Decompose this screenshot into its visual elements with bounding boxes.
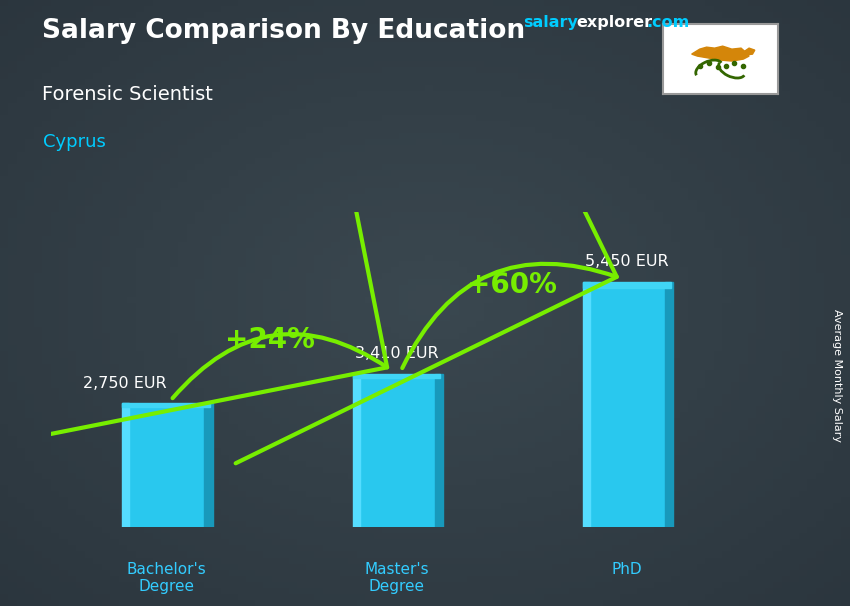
Text: salary: salary bbox=[523, 15, 578, 30]
Text: 3,410 EUR: 3,410 EUR bbox=[354, 346, 439, 361]
Text: +24%: +24% bbox=[225, 327, 314, 355]
Polygon shape bbox=[692, 46, 749, 61]
Bar bbox=[353, 374, 360, 527]
Text: Master's
Degree: Master's Degree bbox=[364, 562, 428, 594]
Text: Bachelor's
Degree: Bachelor's Degree bbox=[127, 562, 206, 594]
Bar bbox=[665, 282, 673, 527]
FancyArrowPatch shape bbox=[235, 0, 617, 463]
Text: +60%: +60% bbox=[467, 271, 557, 299]
Bar bbox=[122, 404, 210, 527]
Polygon shape bbox=[743, 48, 755, 55]
Text: .com: .com bbox=[647, 15, 690, 30]
Text: Average Monthly Salary: Average Monthly Salary bbox=[832, 309, 842, 442]
Text: 2,750 EUR: 2,750 EUR bbox=[83, 376, 167, 391]
Text: 5,450 EUR: 5,450 EUR bbox=[585, 255, 669, 269]
Bar bbox=[122, 404, 210, 407]
Bar bbox=[583, 282, 671, 288]
Text: Cyprus: Cyprus bbox=[42, 133, 105, 152]
Bar bbox=[122, 404, 129, 527]
Text: Salary Comparison By Education: Salary Comparison By Education bbox=[42, 18, 525, 44]
Text: explorer: explorer bbox=[576, 15, 653, 30]
Bar bbox=[353, 374, 440, 378]
Text: PhD: PhD bbox=[611, 562, 642, 577]
Bar bbox=[434, 374, 443, 527]
Bar bbox=[353, 374, 440, 527]
Bar bbox=[583, 282, 671, 527]
FancyArrowPatch shape bbox=[0, 0, 387, 450]
Bar bbox=[204, 404, 212, 527]
Bar bbox=[583, 282, 590, 527]
Text: Forensic Scientist: Forensic Scientist bbox=[42, 85, 213, 104]
